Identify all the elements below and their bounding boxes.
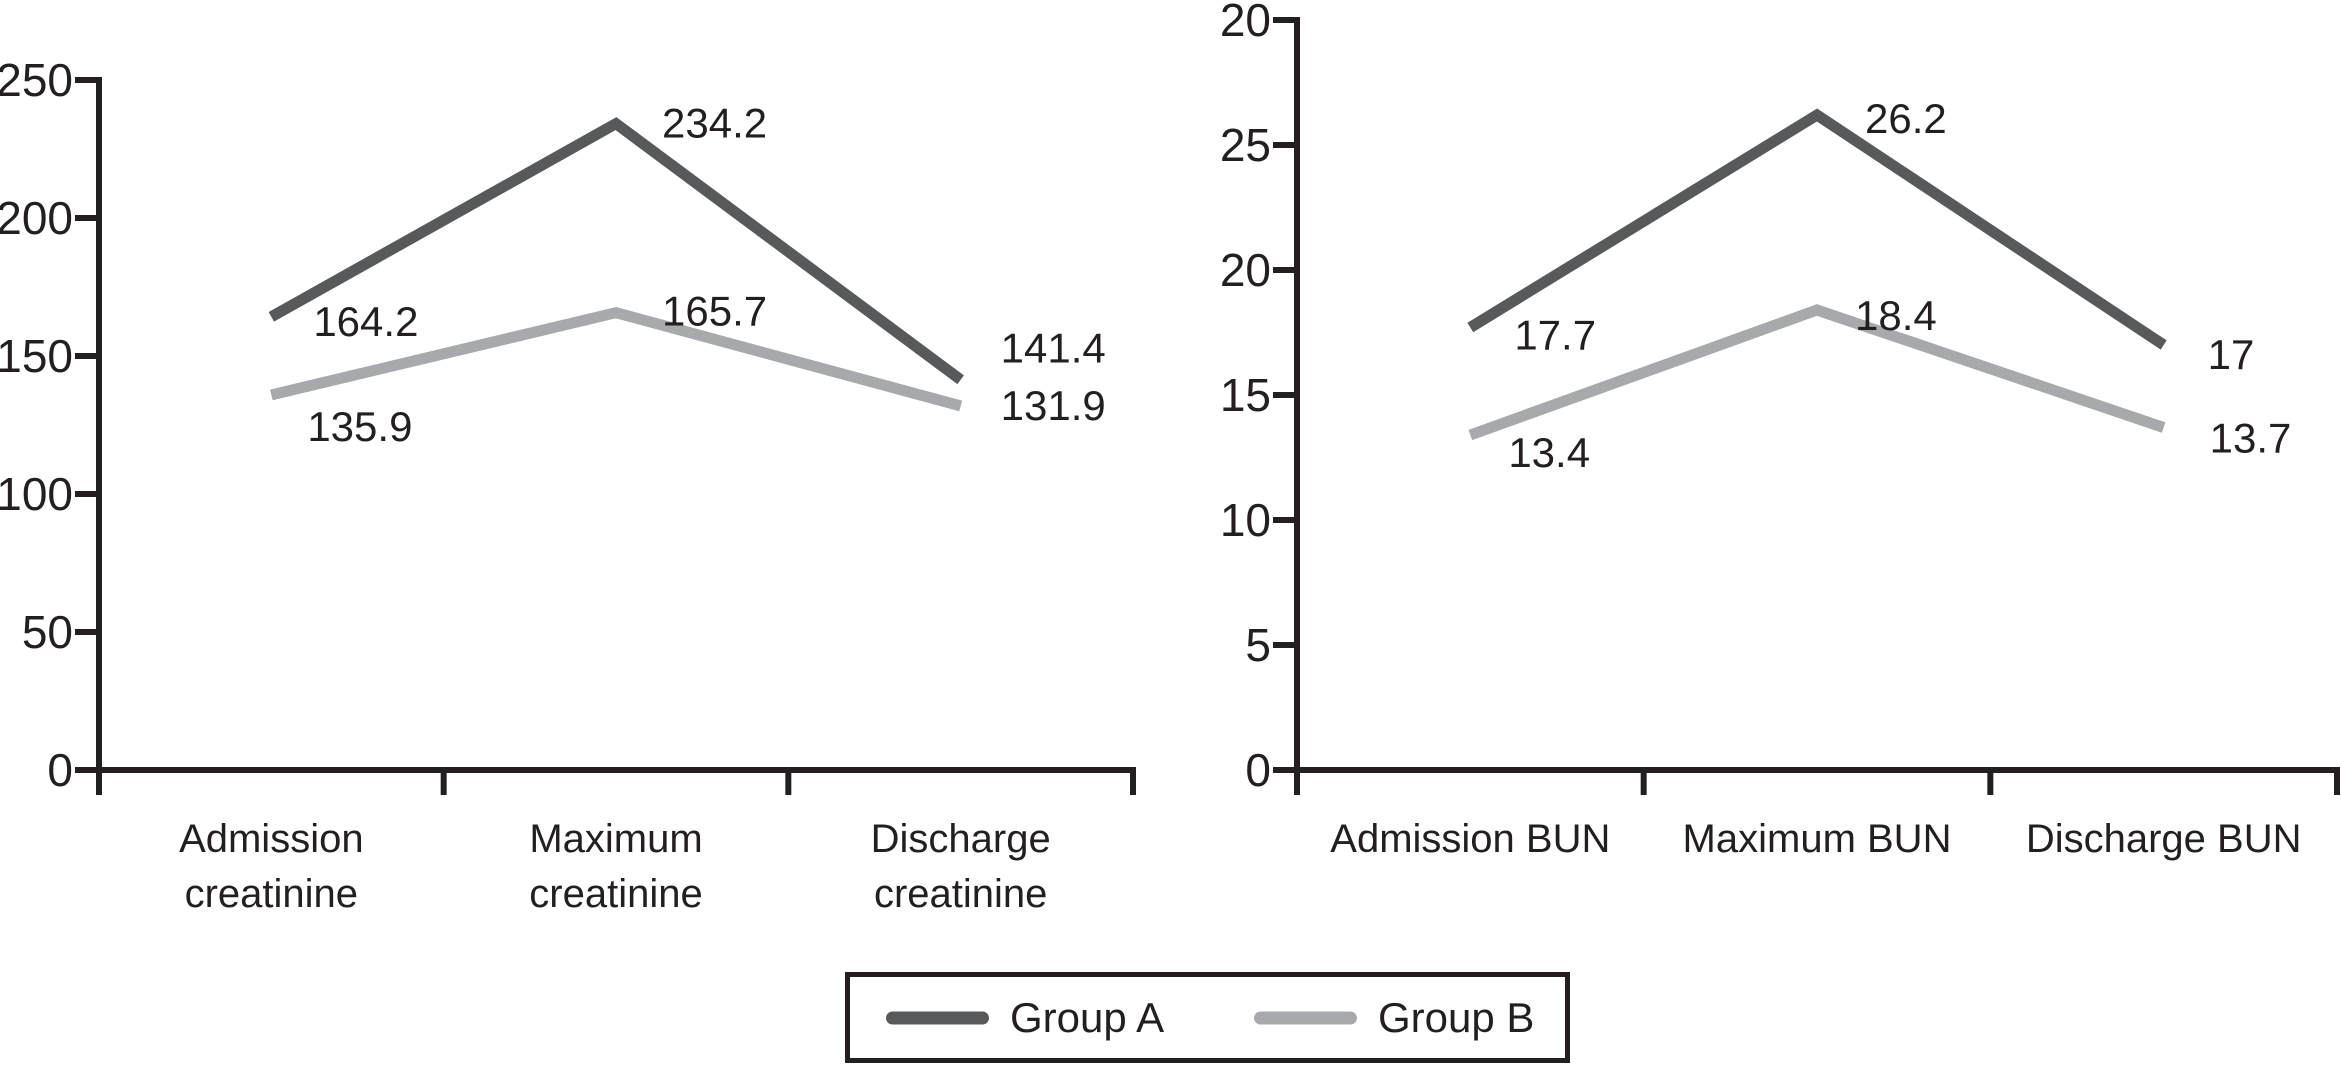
category-label-0-line2: creatinine: [185, 872, 358, 916]
point-label-group-a-2: 141.4: [1001, 325, 1106, 372]
series-line-group-a: [1467, 108, 2167, 350]
y-tick-label-2: 150: [0, 330, 73, 382]
legend-label-group-b: Group B: [1378, 993, 1535, 1041]
y-tick-label-1: 200: [0, 192, 73, 244]
category-label-1: Maximum BUN: [1683, 817, 1952, 861]
legend-swatch-group-a: [886, 1011, 989, 1024]
legend-swatch-group-b: [1254, 1011, 1357, 1024]
series-line-group-a: [268, 117, 964, 385]
category-label-2-line2: creatinine: [874, 872, 1047, 916]
y-tick-label-1: 25: [1220, 119, 1271, 171]
point-label-group-b-2: 131.9: [1001, 382, 1106, 429]
category-label-0: Admission BUN: [1330, 817, 1610, 861]
point-label-group-b-2: 13.7: [2210, 415, 2292, 462]
y-tick-label-5: 0: [47, 744, 73, 796]
legend-box: Group A Group B: [845, 972, 1570, 1063]
y-tick-label-5: 5: [1245, 619, 1271, 671]
point-label-group-a-2: 17: [2208, 331, 2255, 378]
y-tick-label-3: 15: [1220, 369, 1271, 421]
point-label-group-b-0: 135.9: [307, 403, 412, 450]
legend-label-group-a: Group A: [1010, 993, 1165, 1041]
y-tick-label-4: 50: [22, 606, 73, 658]
point-label-group-a-0: 164.2: [313, 298, 418, 345]
category-label-2: Discharge BUN: [2026, 817, 2302, 861]
point-label-group-a-0: 17.7: [1514, 312, 1596, 359]
point-label-group-b-1: 165.7: [662, 288, 767, 335]
point-label-group-a-1: 234.2: [662, 100, 767, 147]
point-label-group-b-1: 18.4: [1855, 292, 1937, 339]
point-label-group-a-1: 26.2: [1865, 95, 1947, 142]
point-label-group-b-0: 13.4: [1508, 429, 1590, 476]
y-tick-label-0: 20: [1220, 0, 1271, 46]
category-label-1-line2: creatinine: [529, 872, 702, 916]
chart-creatinine-chart: 250 200 150 100 50 0 Admission creatinine Maximu…: [0, 54, 1136, 916]
y-tick-label-2: 20: [1220, 244, 1271, 296]
category-label-1: Maximum: [529, 817, 702, 861]
chart-bun-chart: 20 25 20 15 10 5 0 Admission BUN Maximum BUN Disc…: [1220, 0, 2340, 861]
category-label-0: Admission: [179, 817, 364, 861]
y-tick-label-3: 100: [0, 468, 73, 520]
y-tick-label-6: 0: [1245, 744, 1271, 796]
category-label-2: Discharge: [871, 817, 1051, 861]
y-tick-label-4: 10: [1220, 494, 1271, 546]
series-line-group-b: [1468, 304, 2166, 441]
series-line-group-b: [270, 306, 963, 412]
y-tick-label-0: 250: [0, 54, 73, 106]
